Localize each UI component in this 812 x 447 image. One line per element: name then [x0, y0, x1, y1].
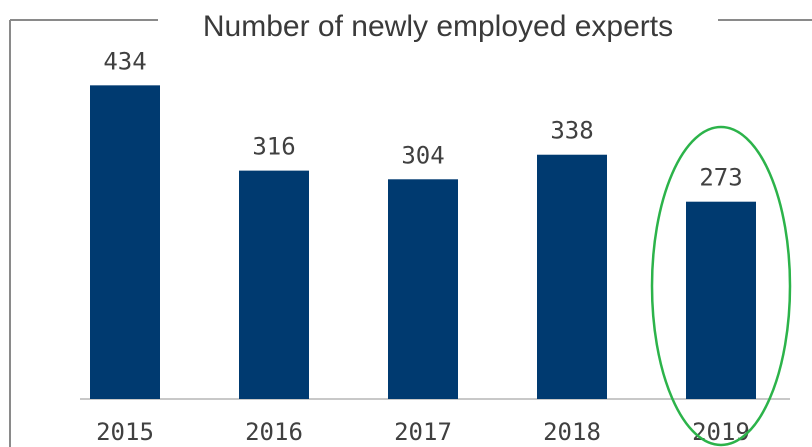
category-label-2018: 2018: [543, 418, 601, 446]
chart-frame: [9, 19, 812, 447]
value-label-2016: 316: [252, 133, 295, 161]
category-label-2016: 2016: [245, 418, 303, 446]
category-label-2017: 2017: [394, 418, 452, 446]
value-label-2018: 338: [550, 117, 593, 145]
bars-group: [90, 85, 756, 399]
category-label-2015: 2015: [96, 418, 154, 446]
value-labels-group: 434 316 304 338 273: [103, 47, 742, 191]
value-label-2017: 304: [401, 141, 444, 169]
value-label-2015: 434: [103, 47, 146, 75]
highlight-ellipse: [650, 125, 792, 447]
value-label-2019: 273: [699, 164, 742, 192]
bar-2017: [388, 179, 458, 399]
bar-2018: [537, 154, 607, 399]
bar-2015: [90, 85, 160, 399]
bar-2019: [686, 201, 756, 399]
bar-2016: [239, 170, 309, 399]
chart-title: Number of newly employed experts: [203, 10, 673, 43]
category-label-2019: 2019: [692, 418, 750, 446]
category-labels-group: 2015 2016 2017 2018 2019: [96, 418, 750, 446]
